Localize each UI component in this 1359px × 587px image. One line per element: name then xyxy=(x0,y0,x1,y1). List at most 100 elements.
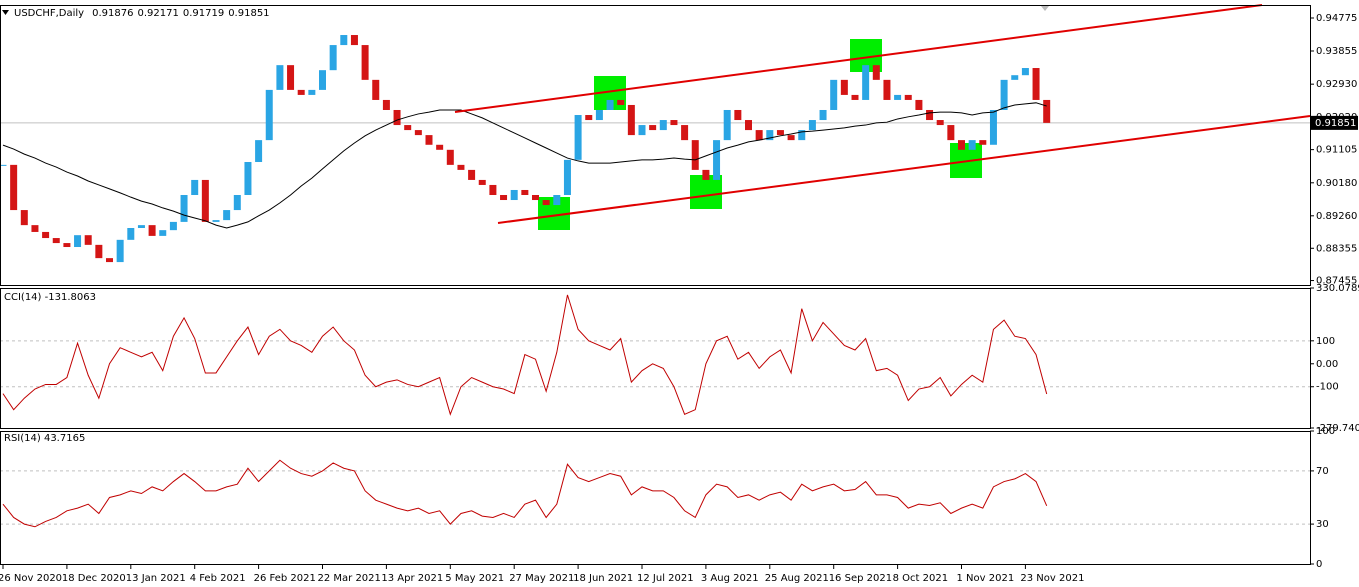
price-label-box xyxy=(1311,115,1358,130)
candle xyxy=(904,94,912,100)
candle xyxy=(116,239,124,263)
candle xyxy=(808,120,816,131)
candle xyxy=(127,228,135,240)
candle xyxy=(713,140,721,180)
candle xyxy=(223,210,231,221)
highlight-box xyxy=(690,175,722,209)
candle xyxy=(372,79,380,100)
candle xyxy=(1000,79,1008,110)
candle xyxy=(883,79,891,100)
x-tick-label: 26 Nov 2020 xyxy=(0,573,62,584)
x-tick-label: 18 Jun 2021 xyxy=(573,573,633,584)
candle xyxy=(265,89,273,141)
candle xyxy=(510,189,518,201)
candle xyxy=(830,79,838,110)
candle xyxy=(308,89,316,95)
candle xyxy=(851,94,859,100)
y-tick-label: 0.88355 xyxy=(1316,243,1357,254)
y-tick-label: 0.00 xyxy=(1316,359,1338,370)
y-tick-label: 0.89260 xyxy=(1316,211,1357,222)
candle xyxy=(244,162,252,196)
title-arrow xyxy=(2,10,9,15)
low: 0.91719 xyxy=(183,8,224,19)
candle xyxy=(766,130,774,141)
candle xyxy=(1032,68,1040,100)
panel-border xyxy=(0,288,1311,429)
candle xyxy=(681,125,689,141)
candle xyxy=(52,238,60,244)
candle xyxy=(979,140,987,145)
candle xyxy=(542,200,550,206)
candle xyxy=(745,120,752,131)
candle xyxy=(819,109,827,121)
x-tick-label: 13 Apr 2021 xyxy=(381,573,443,584)
x-tick-label: 8 Oct 2021 xyxy=(893,573,948,584)
y-tick-label: 100 xyxy=(1316,336,1335,347)
candle xyxy=(617,99,625,105)
candle xyxy=(862,65,870,100)
candle xyxy=(500,195,508,201)
y-tick-label: 0.93855 xyxy=(1316,46,1357,57)
shift-marker xyxy=(1041,6,1049,11)
candle xyxy=(989,109,997,145)
candle xyxy=(947,125,955,141)
candle xyxy=(255,140,263,163)
x-tick-label: 5 May 2021 xyxy=(445,573,504,584)
candle xyxy=(106,258,113,263)
candle xyxy=(436,144,444,150)
candle xyxy=(894,94,902,100)
candle xyxy=(10,164,18,211)
candle xyxy=(936,120,944,126)
trend-lines xyxy=(454,4,1311,224)
trend-line xyxy=(497,115,1311,224)
candle xyxy=(287,65,295,90)
candle xyxy=(532,195,539,201)
candle xyxy=(1011,75,1019,80)
candle xyxy=(0,164,7,166)
candle xyxy=(840,79,848,95)
candle xyxy=(276,65,284,90)
y-tick-label: -100 xyxy=(1316,382,1339,393)
candle xyxy=(42,231,50,239)
candle xyxy=(191,179,199,196)
candle xyxy=(1043,99,1051,123)
candle xyxy=(137,225,145,229)
x-tick-label: 13 Jan 2021 xyxy=(126,573,186,584)
candle xyxy=(670,120,678,126)
candle xyxy=(404,125,412,131)
panel-border xyxy=(0,431,1311,565)
candle xyxy=(489,184,497,196)
y-tick-label: 100 xyxy=(1316,426,1335,437)
indicator-line xyxy=(2,459,1048,528)
candle xyxy=(425,135,433,145)
candle xyxy=(926,109,934,121)
candle xyxy=(872,65,880,80)
high: 0.92171 xyxy=(137,8,178,19)
candle xyxy=(968,140,976,150)
candle xyxy=(31,225,39,232)
candle xyxy=(329,45,337,71)
candle xyxy=(457,164,465,170)
candle xyxy=(414,130,422,136)
candle xyxy=(776,130,784,136)
rsi-title: RSI(14) 43.7165 xyxy=(4,433,85,444)
candle xyxy=(563,159,571,196)
candle xyxy=(468,169,476,180)
x-tick-label: 4 Feb 2021 xyxy=(190,573,246,584)
candle xyxy=(95,244,103,259)
candle xyxy=(20,210,28,226)
panel-border xyxy=(0,5,1311,286)
candle xyxy=(382,99,390,110)
candle xyxy=(180,195,188,222)
candle xyxy=(958,140,965,150)
candle xyxy=(148,225,156,236)
candle xyxy=(393,109,401,126)
x-tick-label: 18 Dec 2020 xyxy=(62,573,126,584)
candle xyxy=(478,179,486,185)
candle xyxy=(723,109,731,141)
x-tick-label: 22 Mar 2021 xyxy=(318,573,381,584)
candle xyxy=(350,35,358,46)
candle xyxy=(649,125,657,131)
x-tick-label: 27 May 2021 xyxy=(509,573,574,584)
